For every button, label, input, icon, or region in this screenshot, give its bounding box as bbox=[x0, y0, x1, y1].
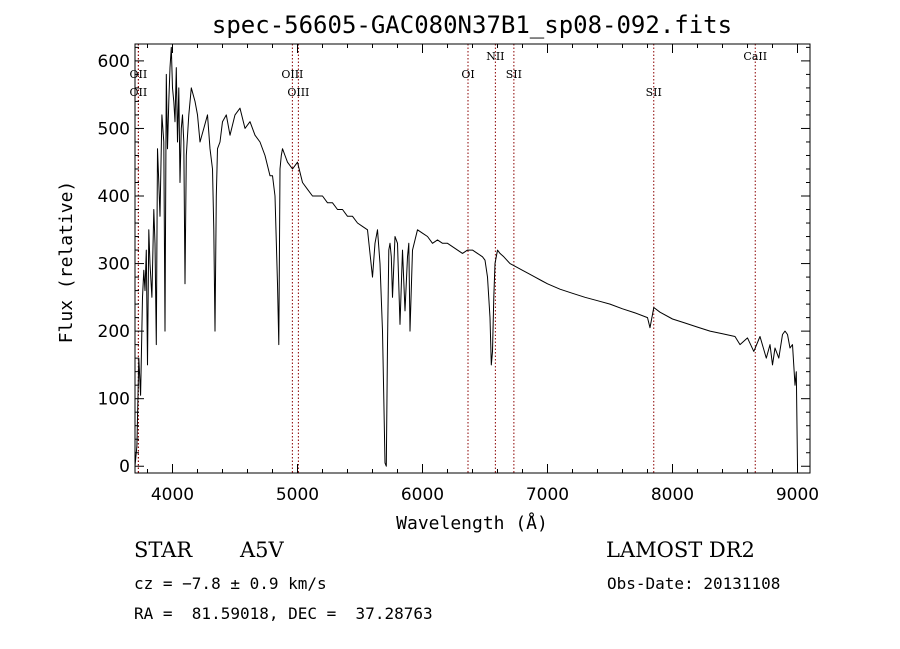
spectral-line-label: OIII bbox=[281, 68, 303, 81]
spectral-line-label: CaII bbox=[743, 50, 767, 63]
spectral-line-label: NII bbox=[486, 50, 504, 63]
redshift-text: cz = −7.8 ± 0.9 km/s bbox=[134, 574, 327, 593]
obs-date-text: Obs-Date: 20131108 bbox=[607, 574, 781, 593]
y-tick-label: 100 bbox=[98, 390, 130, 410]
y-tick-label: 600 bbox=[98, 52, 130, 72]
survey-label: LAMOST DR2 bbox=[606, 538, 755, 562]
x-tick-label: 6000 bbox=[401, 485, 444, 505]
spectral-line-label: SII bbox=[646, 86, 662, 99]
y-tick-label: 500 bbox=[98, 119, 130, 139]
x-tick-label: 7000 bbox=[526, 485, 569, 505]
spectral-subclass-label: A5V bbox=[240, 538, 284, 562]
y-tick-label: 0 bbox=[119, 457, 130, 477]
y-tick-label: 300 bbox=[98, 255, 130, 275]
spectral-line-label: OIII bbox=[287, 86, 309, 99]
x-axis-label: Wavelength (Å) bbox=[396, 512, 548, 534]
y-tick-label: 400 bbox=[98, 187, 130, 207]
y-tick-label: 200 bbox=[98, 322, 130, 342]
object-class-label: STAR bbox=[134, 538, 193, 562]
x-tick-label: 4000 bbox=[151, 485, 194, 505]
x-tick-label: 5000 bbox=[276, 485, 319, 505]
spectral-line-label: OII bbox=[130, 86, 148, 99]
x-tick-label: 8000 bbox=[651, 485, 694, 505]
plot-area: OIIOIIOIIIOIIIOINIISIISIICaII40005000600… bbox=[98, 43, 819, 505]
x-tick-label: 9000 bbox=[776, 485, 819, 505]
y-axis-label: Flux (relative) bbox=[56, 181, 77, 344]
spectrum-line bbox=[134, 46, 798, 467]
plot-frame bbox=[134, 43, 811, 474]
spectral-line-label: OI bbox=[461, 68, 474, 81]
chart-title: spec-56605-GAC080N37B1_sp08-092.fits bbox=[212, 11, 732, 39]
spectral-line-label: SII bbox=[506, 68, 522, 81]
coordinates-text: RA = 81.59018, DEC = 37.28763 bbox=[134, 604, 433, 623]
